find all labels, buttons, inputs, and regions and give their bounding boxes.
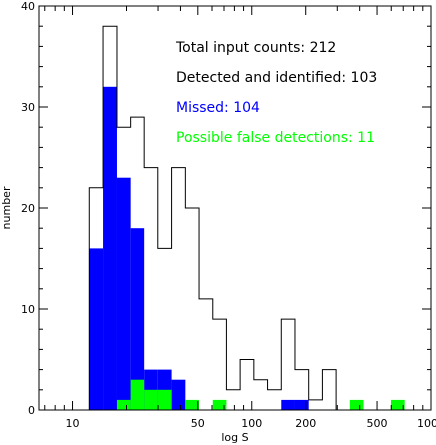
annotation-false-detections: Possible false detections: 11 [176, 130, 375, 146]
axis-ticks [39, 5, 432, 411]
possible-false-detections-bar [157, 389, 172, 410]
possible-false-detections-bar [185, 399, 200, 410]
x-tick-label: 10 [66, 417, 80, 430]
annotation-total-counts: Total input counts: 212 [175, 40, 336, 56]
y-tick-label: 30 [21, 101, 35, 114]
x-tick-label: 100 [241, 417, 262, 430]
y-tick-label: 20 [21, 202, 35, 215]
possible-false-detections-bar [212, 399, 227, 410]
missed-bar [171, 379, 186, 410]
possible-false-detections-bar [144, 389, 158, 410]
annotation-detected: Detected and identified: 103 [176, 70, 377, 86]
missed-bar [294, 399, 309, 410]
missed-bar [281, 399, 295, 410]
missed-bar [130, 228, 145, 410]
y-tick-label: 0 [28, 404, 35, 417]
y-tick-label: 40 [21, 0, 35, 13]
possible-false-detections-bar [349, 399, 364, 410]
y-axis-label: number [0, 186, 13, 229]
annotation-missed: Missed: 104 [176, 100, 260, 116]
missed-bar [116, 177, 131, 410]
missed-bar [103, 86, 117, 411]
possible-false-detections-bar [116, 399, 131, 410]
x-axis-label: log S [221, 431, 248, 444]
possible-false-detections-bar [390, 399, 405, 410]
total-outline-step [88, 25, 405, 411]
filled-bars-layer [89, 86, 405, 411]
y-tick-label: 10 [21, 303, 35, 316]
x-tick-label: 50 [191, 417, 205, 430]
total-outline-layer [88, 25, 405, 411]
missed-bar [89, 248, 104, 410]
x-tick-label: 500 [367, 417, 388, 430]
x-tick-label: 200 [295, 417, 316, 430]
possible-false-detections-bar [130, 379, 145, 410]
